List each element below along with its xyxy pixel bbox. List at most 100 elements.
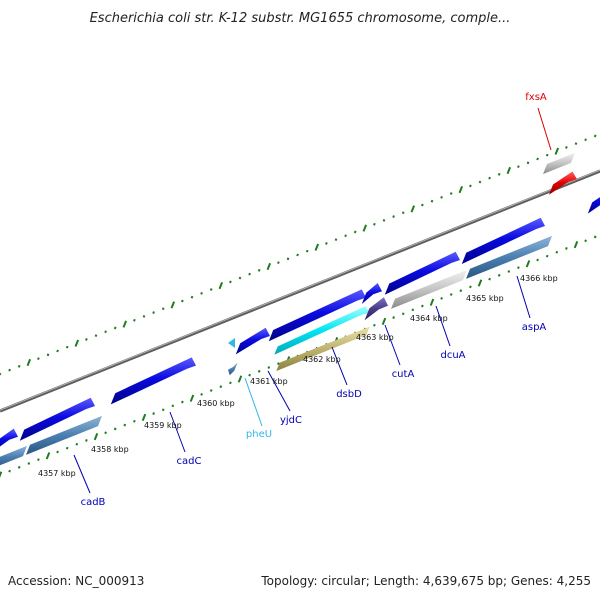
tick-mark: [161, 307, 165, 311]
tick-mark: [545, 153, 549, 157]
accession-label: Accession: NC_000913: [8, 574, 145, 588]
gray-feature: [391, 269, 467, 309]
backbone-line: [0, 169, 600, 413]
tick-mark: [314, 243, 320, 251]
tick-mark: [488, 277, 491, 281]
fxsA-red-arrow: [549, 171, 577, 195]
tick-mark: [142, 315, 146, 318]
tick-mark: [334, 238, 338, 241]
tick-mark: [219, 385, 223, 389]
tick-mark: [469, 285, 472, 289]
tick-mark: [248, 373, 251, 377]
gene-label-fxsA: fxsA: [525, 92, 547, 103]
cds-arrow: [0, 428, 18, 447]
olive-feature: [276, 326, 370, 371]
tick-mark: [257, 268, 261, 272]
trna-arrow: [228, 362, 238, 376]
tick-mark: [85, 439, 88, 442]
scale-label: 4357 kbp: [38, 469, 76, 478]
cds-arrow: [235, 327, 270, 355]
cds-light-block: [0, 445, 27, 466]
genome-summary: Topology: circular; Length: 4,639,675 bp…: [261, 574, 591, 588]
tick-mark: [411, 308, 415, 312]
tick-mark: [93, 432, 99, 441]
tick-mark: [27, 462, 31, 465]
tick-mark: [565, 146, 568, 149]
tick-mark: [171, 404, 175, 408]
scale-label: 4362 kbp: [303, 355, 341, 364]
tick-mark: [430, 199, 434, 203]
page-title: Escherichia coli str. K-12 substr. MG165…: [89, 11, 511, 26]
tick-mark: [37, 458, 40, 462]
tick-mark: [170, 301, 176, 309]
tick-mark: [133, 419, 136, 423]
tick-mark: [17, 465, 21, 469]
tick-mark: [421, 304, 424, 308]
tick-mark: [525, 260, 531, 268]
tick-mark: [74, 339, 80, 347]
gene-label-aspA: aspA: [522, 322, 547, 333]
tick-mark: [190, 295, 194, 299]
tick-mark: [392, 215, 395, 218]
tick-mark: [152, 412, 155, 415]
tick-mark: [8, 368, 11, 372]
tick-mark: [161, 408, 165, 412]
gene-label-cutA: cutA: [392, 369, 415, 380]
tick-mark: [478, 180, 482, 184]
scale-label: 4360 kbp: [197, 399, 235, 408]
tick-mark: [200, 291, 203, 295]
trna-tip: [228, 338, 235, 348]
tick-mark: [593, 235, 597, 239]
tick-mark: [238, 276, 242, 280]
tick-mark: [458, 186, 464, 194]
tick-mark: [410, 205, 416, 213]
label-layer: 4357 kbp 4358 kbp 4359 kbp 4360 kbp 4361 kbp…: [38, 92, 558, 508]
tick-mark: [113, 427, 117, 431]
tick-mark: [296, 253, 299, 257]
tick-mark: [237, 375, 243, 383]
tick-mark: [229, 381, 232, 385]
tick-mark: [545, 254, 549, 258]
tick-mark: [526, 161, 530, 165]
tick-mark: [277, 261, 280, 265]
tick-mark: [449, 192, 453, 195]
tick-mark: [248, 272, 251, 276]
tick-mark: [401, 211, 405, 215]
tick-mark: [440, 296, 443, 300]
tick-mark: [392, 316, 395, 319]
gene-label-yjdC: yjdC: [280, 415, 302, 426]
gene-label-cadC: cadC: [177, 456, 202, 467]
cyan-feature: [274, 306, 370, 355]
feature-track: [0, 152, 600, 466]
cds-arrow: [19, 397, 95, 441]
tick-mark: [506, 166, 512, 175]
tick-mark: [497, 273, 501, 277]
gene-leader-dcuA: [435, 305, 451, 347]
gene-leader-pheU: [244, 377, 263, 427]
tick-mark: [373, 222, 376, 226]
cds-arrow: [361, 283, 382, 304]
gene-leader-dsbD: [331, 346, 348, 386]
scale-label: 4361 kbp: [250, 377, 288, 386]
tick-mark: [507, 270, 511, 273]
gene-label-cadB: cadB: [81, 497, 106, 508]
tick-mark: [362, 224, 368, 232]
tick-mark: [382, 219, 386, 222]
tick-mark: [565, 247, 568, 250]
tick-mark: [325, 242, 328, 245]
tick-mark: [449, 293, 453, 296]
tick-mark: [555, 250, 559, 254]
tick-mark: [469, 184, 472, 188]
tick-mark: [266, 262, 272, 271]
gene-leader-cutA: [384, 324, 401, 366]
scale-label: 4359 kbp: [144, 421, 182, 430]
cds-light-block: [466, 235, 552, 279]
tick-mark: [440, 195, 443, 199]
tick-mark: [26, 358, 32, 367]
gene-leader-cadC: [169, 411, 186, 453]
tick-mark: [477, 279, 483, 287]
tick-mark: [305, 249, 309, 253]
tick-mark: [536, 157, 539, 161]
tick-mark: [218, 282, 224, 290]
